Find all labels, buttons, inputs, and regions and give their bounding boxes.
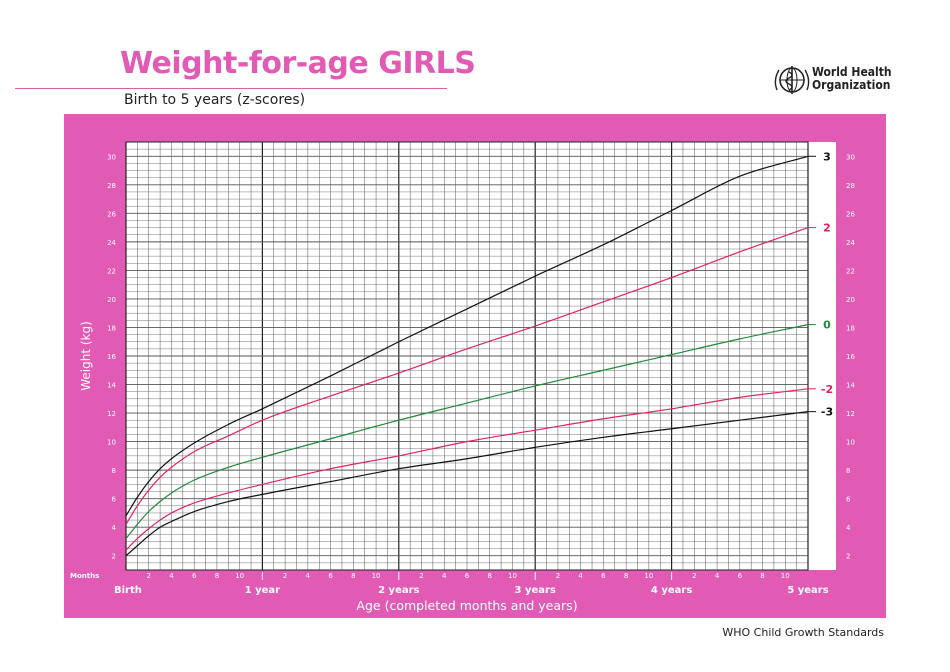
month-tick-label: 2 [419,572,423,580]
zscore-label: 2 [823,222,831,235]
y-tick-label-left: 22 [107,267,116,275]
title-divider [15,88,447,89]
month-tick-label: 8 [624,572,628,580]
y-tick-label-right: 14 [846,382,855,390]
who-emblem-icon [774,66,810,94]
year-tick-label: 3 years [515,585,556,596]
month-tick-label: 4 [442,572,447,580]
y-tick-label-right: 8 [846,467,850,475]
y-tick-label-left: 6 [112,496,117,504]
y-tick-label-left: 26 [107,210,116,218]
zscore-curve [125,411,809,557]
month-tick-label: 8 [487,572,491,580]
month-tick-label: 10 [508,572,517,580]
zscore-curve [125,388,809,551]
y-tick-label-right: 12 [846,410,855,418]
y-axis-title: Weight (kg) [79,321,93,391]
y-tick-label-left: 28 [107,182,116,190]
zscore-label-strip [808,142,836,570]
y-tick-label-left: 12 [107,410,116,418]
y-tick-label-right: 22 [846,267,855,275]
y-tick-label-left: 16 [107,353,116,361]
y-tick-label-right: 26 [846,210,855,218]
month-tick-label: 8 [760,572,764,580]
zscore-curve [125,227,809,525]
month-tick-label: 4 [306,572,311,580]
page-title: Weight-for-age GIRLS [120,46,476,81]
month-tick-label: 6 [465,572,470,580]
y-tick-label-left: 24 [107,239,116,247]
y-tick-label-left: 10 [107,439,116,447]
y-tick-label-left: 30 [107,153,116,161]
months-row-label: Months [70,572,99,580]
y-tick-label-right: 24 [846,239,855,247]
who-org-name-line1: World Health [812,65,892,79]
y-tick-label-left: 20 [107,296,116,304]
y-tick-label-right: 6 [846,496,851,504]
year-tick-label: 1 year [245,585,280,596]
month-tick-label: 2 [692,572,696,580]
y-tick-label-left: 2 [112,553,116,561]
month-tick-label: 6 [601,572,606,580]
year-tick-label: Birth [114,585,142,596]
zscore-label: 0 [823,319,831,332]
x-axis-title: Age (completed months and years) [356,598,577,613]
y-tick-label-left: 18 [107,324,116,332]
y-tick-label-left: 4 [112,524,117,532]
y-tick-label-right: 2 [846,553,850,561]
year-tick-label: 4 years [651,585,692,596]
who-org-name: World Health Organization [812,66,892,92]
month-tick-label: 2 [556,572,560,580]
page-subtitle: Birth to 5 years (z-scores) [124,92,306,108]
y-tick-label-right: 30 [846,153,855,161]
y-tick-label-left: 8 [112,467,116,475]
zscore-label: -2 [821,383,833,396]
year-tick-label: 5 years [787,585,828,596]
month-tick-label: 8 [351,572,355,580]
plot-border [125,141,809,571]
month-tick-label: 4 [578,572,583,580]
month-tick-label: 10 [781,572,790,580]
month-tick-label: 2 [283,572,287,580]
y-tick-label-right: 10 [846,439,855,447]
month-tick-label: 10 [372,572,381,580]
month-tick-label: 6 [192,572,197,580]
zscore-label: 3 [823,150,831,163]
month-tick-label: 10 [644,572,653,580]
month-tick-label: 4 [169,572,174,580]
month-tick-label: 8 [215,572,219,580]
who-org-name-line2: Organization [812,78,891,92]
y-tick-label-right: 28 [846,182,855,190]
month-tick-label: 4 [715,572,720,580]
y-tick-label-right: 4 [846,524,851,532]
zscore-curve [125,155,809,517]
y-tick-label-left: 14 [107,382,116,390]
y-tick-label-right: 18 [846,324,855,332]
month-tick-label: 10 [235,572,244,580]
zscore-curve [125,324,809,539]
y-tick-label-right: 16 [846,353,855,361]
month-tick-label: 6 [328,572,333,580]
footer-note: WHO Child Growth Standards [722,626,884,639]
zscore-label: -3 [821,406,833,419]
month-tick-label: 6 [738,572,743,580]
y-tick-label-right: 20 [846,296,855,304]
year-tick-label: 2 years [378,585,419,596]
month-tick-label: 2 [146,572,150,580]
